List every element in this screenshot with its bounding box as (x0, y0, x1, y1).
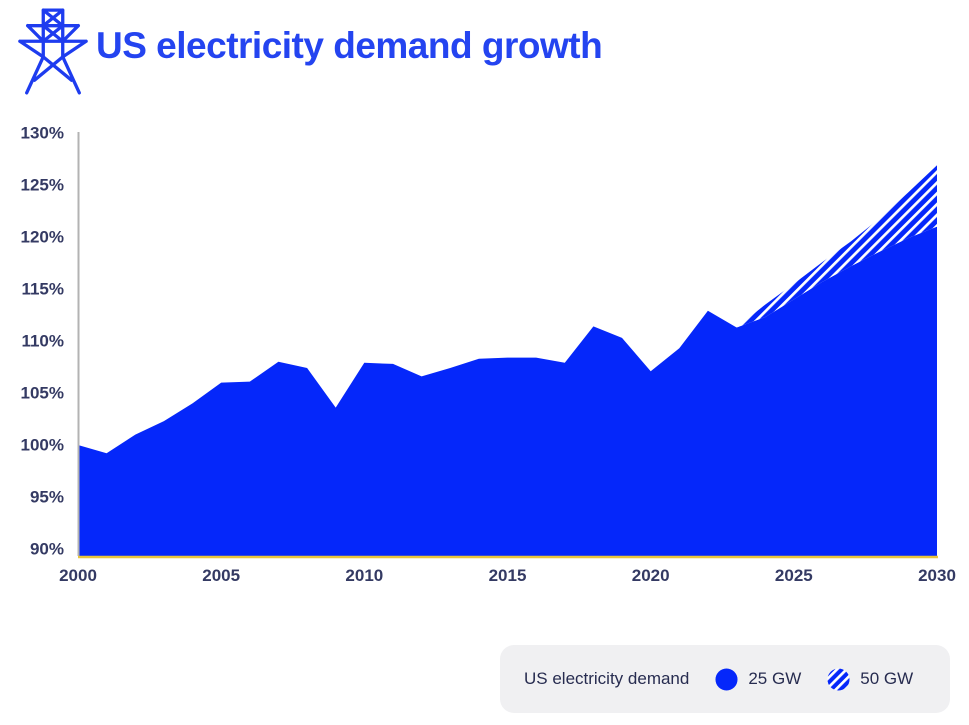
x-tick-label: 2030 (918, 566, 956, 585)
x-tick-label: 2000 (59, 566, 97, 585)
y-tick-label: 110% (21, 332, 64, 351)
area-25gw (78, 226, 937, 556)
legend-card: US electricity demand 25 GW 50 GW (500, 645, 950, 713)
legend-item-25gw: 25 GW (715, 667, 802, 691)
y-tick-label: 125% (21, 176, 64, 195)
x-tick-label: 2025 (775, 566, 813, 585)
x-tick-label: 2020 (632, 566, 670, 585)
transmission-tower-icon (18, 8, 88, 95)
solid-dot-icon (715, 667, 738, 691)
y-tick-label: 105% (21, 384, 64, 403)
y-tick-label: 100% (21, 436, 64, 455)
y-axis-tick-labels: 90% 95% 100% 105% 110% 115% 120% 125% 130% (21, 124, 64, 559)
legend-item-label: 50 GW (860, 669, 914, 688)
area-series-group (78, 165, 937, 556)
hatched-dot-icon (827, 667, 850, 691)
x-tick-label: 2010 (345, 566, 383, 585)
legend-title: US electricity demand (524, 669, 690, 688)
x-tick-label: 2015 (489, 566, 527, 585)
y-tick-label: 115% (21, 280, 64, 299)
x-axis-tick-labels: 2000 2005 2010 2015 2020 2025 2030 (59, 566, 956, 585)
x-tick-label: 2005 (202, 566, 240, 585)
y-tick-label: 120% (21, 228, 64, 247)
chart-header: US electricity demand growth (0, 0, 969, 100)
y-tick-label: 90% (30, 540, 64, 559)
y-tick-label: 95% (30, 488, 64, 507)
legend-item-50gw: 50 GW (827, 667, 914, 691)
page-title: US electricity demand growth (96, 25, 603, 66)
y-tick-label: 130% (21, 124, 64, 143)
legend-item-label: 25 GW (748, 669, 802, 688)
